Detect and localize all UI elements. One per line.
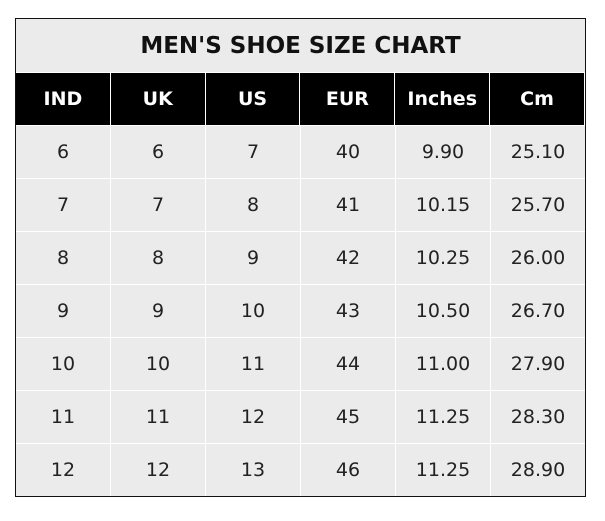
table-cell: 28.30: [510, 406, 566, 428]
table-cell: 25.10: [510, 141, 566, 163]
table-cell: 8: [111, 232, 206, 284]
table-cell: 10: [206, 285, 301, 337]
table-cell: 10: [16, 338, 111, 390]
column-header: US: [206, 73, 301, 125]
table-cell: 10.25: [396, 232, 491, 284]
table-cell: 9: [206, 232, 301, 284]
column-header: UK: [111, 73, 206, 125]
table-cell: 11: [206, 338, 301, 390]
table-cell: 26.00: [510, 247, 566, 269]
table-cell: 13: [206, 444, 301, 496]
table-row: 9 9 10 43 10.50 26.70: [16, 285, 585, 338]
table-cell: 10.15: [396, 179, 491, 231]
table-cell: 40: [301, 126, 396, 178]
table-cell: 10: [111, 338, 206, 390]
table-cell: 9: [16, 285, 111, 337]
table-cell: 7: [16, 179, 111, 231]
table-cell: 42: [301, 232, 396, 284]
header-row: IND UK US EUR Inches Cm: [16, 73, 585, 126]
table-row: 8 8 9 42 10.25 26.00: [16, 232, 585, 285]
size-chart-table: MEN'S SHOE SIZE CHART IND UK US EUR Inches Cm…: [15, 18, 586, 497]
table-cell: 11: [111, 391, 206, 443]
table-cell: 28.90: [510, 459, 566, 481]
table-cell: 11.25: [396, 391, 491, 443]
column-header: Inches: [395, 73, 491, 125]
table-cell: 10.50: [396, 285, 491, 337]
table-row: 12 12 13 46 11.25 28.90: [16, 444, 585, 496]
column-header: EUR: [300, 73, 396, 125]
column-header: IND: [16, 73, 111, 125]
column-header: Cm: [490, 73, 585, 125]
table-cell: 12: [16, 444, 111, 496]
table-row: 10 10 11 44 11.00 27.90: [16, 338, 585, 391]
table-cell: 6: [16, 126, 111, 178]
table-title: MEN'S SHOE SIZE CHART: [16, 19, 585, 73]
table-row: 11 11 12 45 11.25 28.30: [16, 391, 585, 444]
table-cell: 27.90: [510, 353, 566, 375]
table-cell: 12: [206, 391, 301, 443]
table-cell: 7: [206, 126, 301, 178]
table-cell: 9.90: [396, 126, 491, 178]
table-cell: 6: [111, 126, 206, 178]
table-body: 6 6 7 40 9.90 25.10 7 7 8 41 10.15 25.70 8 8 9 42 10.25 2…: [16, 126, 585, 496]
table-cell: 43: [301, 285, 396, 337]
table-cell: 12: [111, 444, 206, 496]
table-cell: 7: [111, 179, 206, 231]
table-cell: 46: [301, 444, 396, 496]
table-row: 6 6 7 40 9.90 25.10: [16, 126, 585, 179]
table-cell: 11.25: [396, 444, 491, 496]
table-cell: 11.00: [396, 338, 491, 390]
table-cell: 8: [206, 179, 301, 231]
table-row: 7 7 8 41 10.15 25.70: [16, 179, 585, 232]
table-cell: 8: [16, 232, 111, 284]
table-cell: 41: [301, 179, 396, 231]
table-cell: 9: [111, 285, 206, 337]
table-cell: 25.70: [510, 194, 566, 216]
table-cell: 45: [301, 391, 396, 443]
table-cell: 26.70: [510, 300, 566, 322]
table-cell: 11: [16, 391, 111, 443]
table-cell: 44: [301, 338, 396, 390]
